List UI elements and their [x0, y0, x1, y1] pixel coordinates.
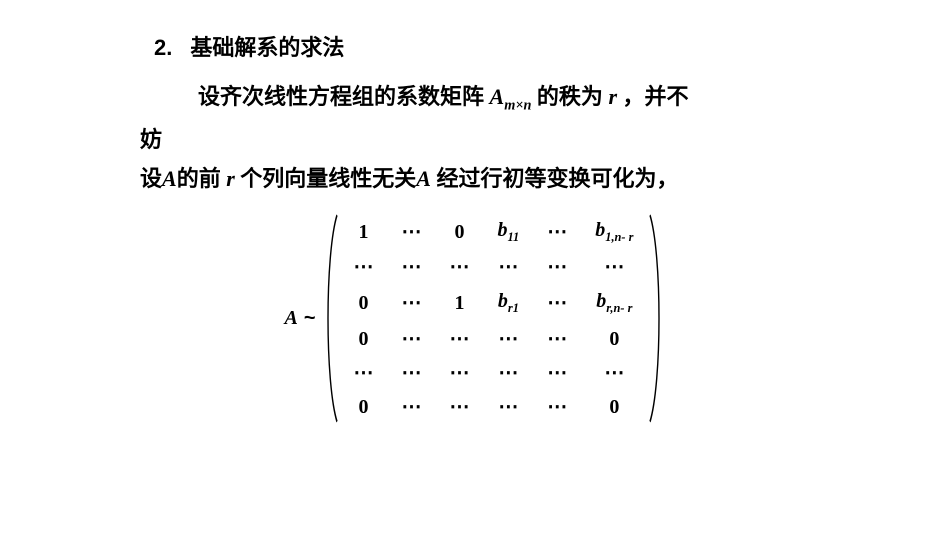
matrix-cell: ⋯: [484, 322, 534, 356]
left-paren-icon: [322, 213, 340, 424]
text-run: 设齐次线性方程组的系数矩阵: [198, 84, 490, 109]
text-run: 个列向量线性无关: [235, 166, 417, 191]
matrix-holder: 1⋯0b11⋯b1,n- r⋯⋯⋯⋯⋯⋯0⋯1br1⋯br,n- r0⋯⋯⋯⋯0…: [322, 213, 666, 424]
text-run: ，并不: [617, 84, 689, 109]
matrix-row: 0⋯⋯⋯⋯0: [340, 390, 648, 424]
paragraph-line-2b: 设A的前 r 个列向量线性无关A 经过行初等变换可化为，: [140, 162, 810, 195]
matrix-cell: ⋯: [533, 322, 581, 356]
text-run: 妨: [140, 127, 162, 152]
document-page: 2. 基础解系的求法 设齐次线性方程组的系数矩阵 Am×n 的秩为 r ，并不 妨…: [0, 0, 950, 424]
matrix-body: 1⋯0b11⋯b1,n- r⋯⋯⋯⋯⋯⋯0⋯1br1⋯br,n- r0⋯⋯⋯⋯0…: [340, 213, 648, 424]
matrix-cell: ⋯: [388, 322, 436, 356]
matrix-row: ⋯⋯⋯⋯⋯⋯: [340, 250, 648, 284]
matrix-cell: ⋯: [533, 390, 581, 424]
matrix-cell: ⋯: [436, 322, 484, 356]
text-run: 的前: [177, 166, 227, 191]
matrix-cell: 1: [436, 284, 484, 321]
section-heading: 2. 基础解系的求法: [154, 30, 810, 62]
matrix-cell: ⋯: [533, 356, 581, 390]
matrix-row: ⋯⋯⋯⋯⋯⋯: [340, 356, 648, 390]
matrix-cell: ⋯: [484, 356, 534, 390]
heading-number: 2.: [154, 35, 172, 60]
matrix-cell: ⋯: [388, 356, 436, 390]
matrix-cell: ⋯: [484, 390, 534, 424]
text-run: 经过行初等变换可化为，: [431, 166, 679, 191]
matrix-cell: ⋯: [533, 284, 581, 321]
matrix-cell: ⋯: [340, 356, 388, 390]
matrix-equation: A ~ 1⋯0b11⋯b1,n- r⋯⋯⋯⋯⋯⋯0⋯1br1⋯br,n- r0⋯…: [140, 213, 810, 424]
matrix-cell: 0: [581, 322, 647, 356]
matrix-cell: br,n- r: [581, 284, 647, 321]
similarity-tilde: ~: [304, 307, 316, 330]
matrix-cell: ⋯: [533, 213, 581, 250]
matrix-cell: ⋯: [533, 250, 581, 284]
matrix-cell: 0: [436, 213, 484, 250]
paragraph-line-1: 设齐次线性方程组的系数矩阵 Am×n 的秩为 r ，并不: [198, 80, 810, 117]
text-run: 设: [140, 166, 162, 191]
matrix-row: 0⋯1br1⋯br,n- r: [340, 284, 648, 321]
matrix-cell: 0: [340, 390, 388, 424]
matrix-lhs-A: A: [285, 307, 298, 330]
right-paren-icon: [647, 213, 665, 424]
matrix-cell: ⋯: [581, 356, 647, 390]
matrix-cell: ⋯: [340, 250, 388, 284]
matrix-cell: ⋯: [388, 284, 436, 321]
matrix-cell: 0: [340, 284, 388, 321]
matrix-cell: ⋯: [436, 250, 484, 284]
matrix-row: 1⋯0b11⋯b1,n- r: [340, 213, 648, 250]
matrix-cell: 0: [581, 390, 647, 424]
matrix-cell: ⋯: [388, 213, 436, 250]
matrix-cell: ⋯: [436, 390, 484, 424]
matrix-cell: 1: [340, 213, 388, 250]
var-r: r: [608, 84, 617, 109]
matrix-cell: ⋯: [581, 250, 647, 284]
matrix-cell: ⋯: [436, 356, 484, 390]
matrix-row: 0⋯⋯⋯⋯0: [340, 322, 648, 356]
heading-text: 基础解系的求法: [190, 35, 344, 60]
var-A: A: [490, 84, 505, 109]
var-A-subscript: m×n: [504, 97, 531, 113]
matrix-cell: 0: [340, 322, 388, 356]
matrix-cell: br1: [484, 284, 534, 321]
matrix-cell: ⋯: [388, 250, 436, 284]
var-A: A: [416, 166, 431, 191]
paragraph-line-2a: 妨: [140, 123, 810, 156]
matrix-cell: b11: [484, 213, 534, 250]
matrix-cell: ⋯: [484, 250, 534, 284]
matrix-cell: b1,n- r: [581, 213, 647, 250]
matrix-cell: ⋯: [388, 390, 436, 424]
var-A: A: [162, 166, 177, 191]
text-run: 的秩为: [531, 84, 608, 109]
var-r: r: [226, 166, 235, 191]
